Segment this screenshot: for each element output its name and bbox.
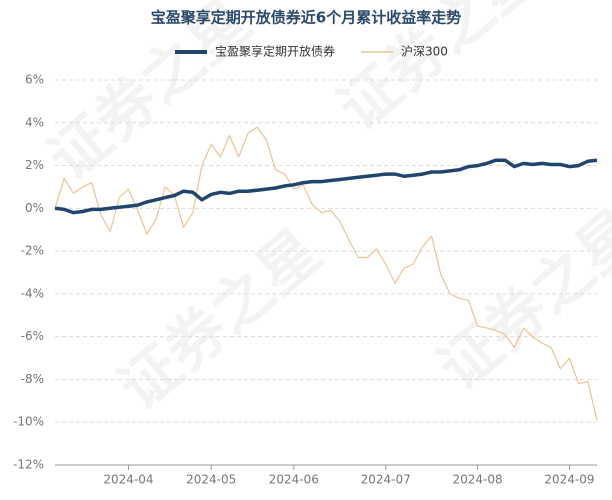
y-tick-label: -12% (13, 458, 44, 472)
x-tick-label: 2024-07 (361, 473, 411, 487)
x-tick-label: 2024-09 (544, 473, 594, 487)
y-tick-label: -10% (13, 415, 44, 429)
series-line (54, 158, 598, 215)
x-tick-label: 2024-08 (453, 473, 503, 487)
y-tick-label: 6% (25, 73, 44, 87)
y-tick-label: -2% (21, 244, 44, 258)
y-tick-label: -8% (21, 372, 44, 386)
chart-title: 宝盈聚享定期开放债券近6个月累计收益率走势 (151, 9, 461, 27)
series-line (54, 126, 598, 421)
y-tick-label: 2% (25, 158, 44, 172)
y-tick-label: -6% (21, 329, 44, 343)
legend-label: 宝盈聚享定期开放债券 (215, 44, 335, 59)
x-tick-label: 2024-04 (103, 473, 153, 487)
x-tick-label: 2024-05 (186, 473, 236, 487)
legend-label: 沪深300 (401, 45, 448, 59)
y-tick-label: -4% (21, 286, 44, 300)
watermark: 证券之星 (105, 216, 334, 424)
x-tick-label: 2024-06 (269, 473, 319, 487)
y-tick-label: 4% (25, 115, 44, 129)
watermark: 证券之星 (425, 196, 612, 404)
y-tick-label: 0% (25, 201, 44, 215)
